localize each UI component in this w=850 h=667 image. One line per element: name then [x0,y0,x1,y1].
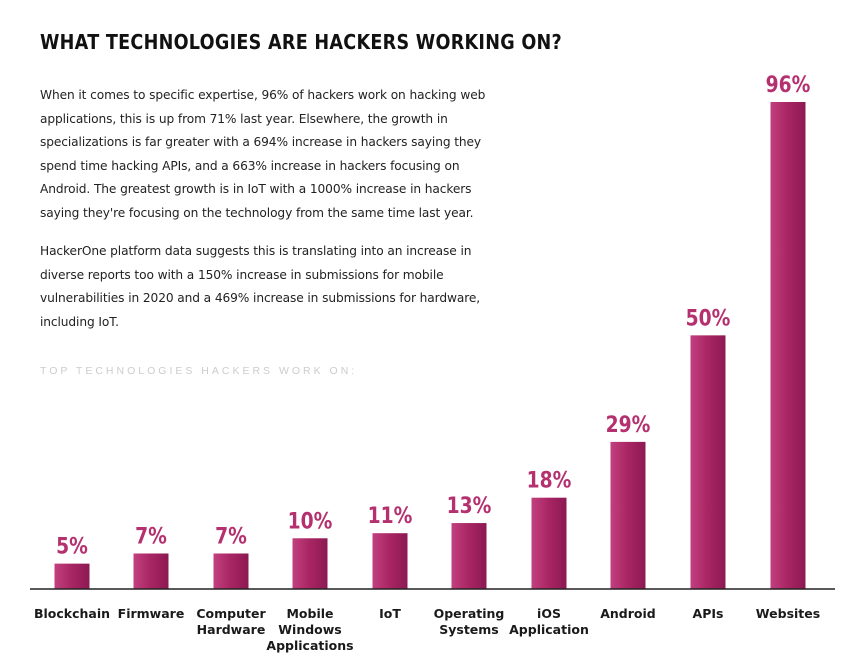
category-label-3-line-0: Mobile [286,606,333,621]
bar-2 [213,553,249,589]
page-title: WHAT TECHNOLOGIES ARE HACKERS WORKING ON… [40,30,563,54]
bar-4 [372,533,408,589]
bar-value-label-3: 10% [288,508,333,534]
bar-value-label-7: 29% [606,411,651,437]
category-label-6-line-0: iOS [537,606,561,621]
category-label-8-line-0: APIs [693,606,724,621]
bar-value-label-2: 7% [215,523,247,549]
bar-1 [133,553,169,589]
bar-0 [54,563,90,589]
bar-5 [451,523,487,589]
bar-7 [610,441,646,589]
category-label-1-line-0: Firmware [118,606,185,621]
bar-value-label-0: 5% [56,533,88,559]
category-label-5-line-1: Systems [439,622,499,637]
bar-9 [770,102,806,589]
bar-value-label-9: 96% [766,72,811,98]
category-label-3-line-1: Windows [278,622,342,637]
category-label-5-line-0: Operating [434,606,505,621]
bar-value-label-4: 11% [368,503,413,529]
category-label-4-line-0: IoT [379,606,401,621]
bar-value-label-5: 13% [447,493,492,519]
category-label-2-line-1: Hardware [197,622,266,637]
bar-value-label-1: 7% [135,523,167,549]
category-label-2-line-0: Computer [196,606,266,621]
category-label-7-line-0: Android [600,606,656,621]
category-label-3-line-2: Applications [266,638,353,653]
bar-8 [690,335,726,589]
bar-6 [531,497,567,589]
bar-value-label-8: 50% [686,305,731,331]
category-label-6-line-1: Application [509,622,589,637]
platform-data-paragraph: HackerOne platform data suggests this is… [40,244,481,329]
intro-paragraph: When it comes to specific expertise, 96%… [40,88,486,220]
bar-3 [292,538,328,589]
chart-subtitle: TOP TECHNOLOGIES HACKERS WORK ON: [40,365,358,377]
bars-group: 5% Blockchain 7% Firmware 7% ComputerHardware… [34,72,820,653]
category-label-0-line-0: Blockchain [34,606,110,621]
bar-value-label-6: 18% [527,467,572,493]
category-label-9-line-0: Websites [756,606,820,621]
